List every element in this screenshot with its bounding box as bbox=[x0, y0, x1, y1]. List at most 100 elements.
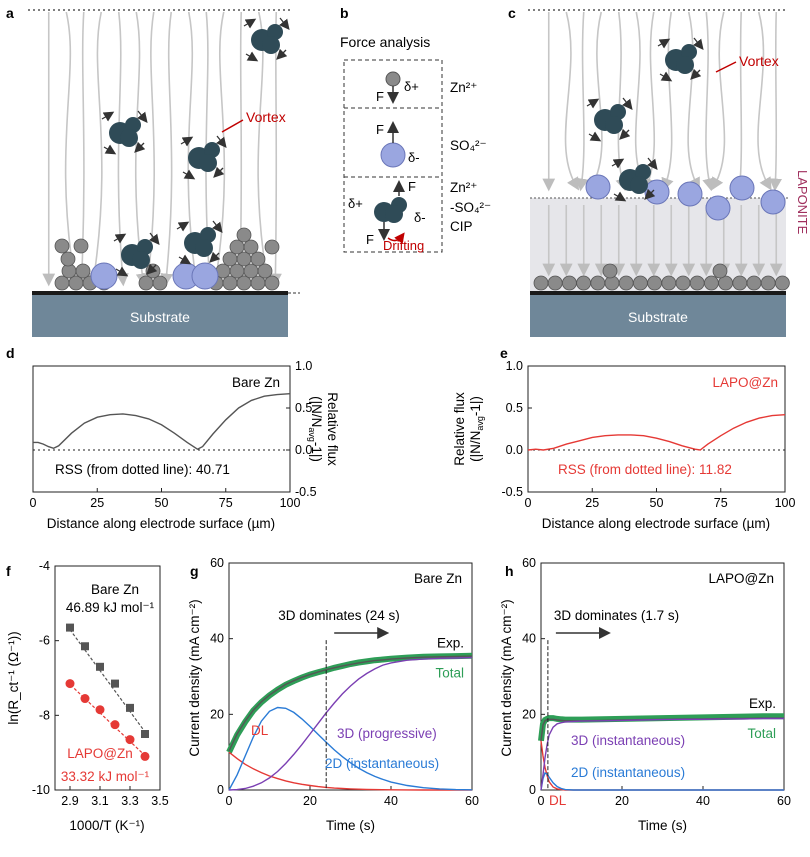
ion-pair-lobe bbox=[676, 56, 694, 74]
solvated-ion-pair bbox=[611, 157, 658, 202]
x-tick-label: 40 bbox=[384, 794, 398, 808]
panel-b-title: Force analysis bbox=[340, 34, 430, 50]
vortex-arrow bbox=[657, 38, 671, 49]
data-point-lapo-zn bbox=[140, 751, 150, 761]
x-tick-label: 0 bbox=[30, 496, 37, 510]
zn-atom bbox=[704, 275, 719, 291]
y-tick-label: 1.0 bbox=[506, 359, 523, 373]
zn-atom bbox=[760, 275, 776, 291]
data-point-lapo-zn bbox=[95, 705, 105, 715]
panel-h-letter: h bbox=[505, 563, 514, 579]
zn-atom bbox=[732, 275, 748, 291]
ion-pair-lobe bbox=[262, 36, 280, 54]
zn-atom bbox=[576, 275, 591, 291]
label-bare-zn: Bare Zn bbox=[91, 582, 139, 597]
panel-c-flux-line bbox=[661, 11, 674, 192]
ion-pair-lobe bbox=[195, 239, 213, 257]
x-tick-label: 100 bbox=[280, 496, 301, 510]
data-point-lapo-zn bbox=[80, 694, 90, 704]
zn-atom bbox=[533, 275, 549, 291]
x-tick-label: 3.1 bbox=[91, 794, 108, 808]
panel-a-letter: a bbox=[6, 5, 14, 21]
vortex-arrow bbox=[146, 263, 158, 275]
panel-c-flux-line bbox=[575, 11, 589, 192]
panel-c-solvated-ions bbox=[585, 37, 786, 221]
data-point-lapo-zn bbox=[65, 679, 75, 689]
panel-b-so4-ion bbox=[380, 142, 406, 168]
x-axis-title: Time (s) bbox=[326, 818, 375, 833]
vortex-arrow bbox=[149, 232, 160, 246]
x-tick-label: 0 bbox=[538, 794, 545, 808]
zn-atom bbox=[60, 251, 76, 267]
y-tick-label: -6 bbox=[39, 634, 50, 648]
zn-atom bbox=[222, 251, 238, 267]
panel-a-vortex-pointer bbox=[221, 119, 244, 133]
panel-a-flux-line bbox=[64, 11, 80, 287]
x-tick-label: 50 bbox=[155, 496, 169, 510]
panel-c-substrate bbox=[530, 295, 786, 337]
panel-c-flux-line bbox=[757, 11, 772, 191]
x-tick-label: 75 bbox=[219, 496, 233, 510]
zn-atom bbox=[746, 275, 762, 291]
panel-b-drift-arrow bbox=[387, 232, 405, 244]
y-tick-label: 1.0 bbox=[295, 359, 312, 373]
vortex-arrow bbox=[103, 144, 117, 155]
vortex-arrow bbox=[216, 135, 227, 149]
vortex-arrow bbox=[690, 68, 702, 80]
legend-exp: Exp. bbox=[749, 696, 776, 711]
vortex-arrow bbox=[180, 136, 194, 147]
panel-b-cip-line1: Zn²⁺ bbox=[450, 180, 477, 195]
curve-3d-instantaneous bbox=[540, 717, 784, 791]
ion-pair-lobe bbox=[605, 116, 623, 134]
curve-total bbox=[228, 655, 473, 752]
vortex-arrow bbox=[213, 166, 225, 178]
data-point-lapo-zn bbox=[125, 735, 135, 745]
panel-d-letter: d bbox=[6, 345, 15, 361]
panel-c-letter: c bbox=[508, 5, 516, 21]
chart-h-lapo-zn-chronoamperometry: h 0 20 40 60 0 20 40 60 3D dominates (1.7 s) Exp. T… bbox=[499, 556, 791, 833]
panel-e-letter: e bbox=[500, 345, 508, 361]
vortex-arrow bbox=[586, 98, 600, 109]
data-point-bare-zn bbox=[141, 730, 149, 738]
zn-atom bbox=[236, 227, 252, 243]
panel-b-force-analysis: b Force analysis F δ+ Zn²⁺ F δ- SO₄²⁻ F … bbox=[340, 5, 491, 253]
panel-a-vortex-label: Vortex bbox=[246, 109, 286, 125]
ion-pair-lobe bbox=[199, 154, 217, 172]
solvated-ion-pair bbox=[243, 17, 290, 62]
panel-b-so4-label: SO₄²⁻ bbox=[450, 138, 487, 153]
vortex-arrow bbox=[134, 141, 146, 153]
plot-frame bbox=[540, 562, 785, 791]
zn-atom bbox=[54, 275, 70, 291]
zn-atom bbox=[229, 239, 245, 255]
panel-c-flux-line bbox=[589, 11, 603, 191]
data-point-bare-zn bbox=[66, 623, 74, 632]
vortex-arrow bbox=[276, 48, 288, 60]
solvated-ion-pair bbox=[176, 220, 223, 265]
panel-b-zn-delta: δ+ bbox=[404, 79, 419, 94]
curve-dl bbox=[228, 751, 472, 791]
panel-a-flux-line bbox=[187, 11, 202, 287]
panel-b-frame bbox=[343, 59, 443, 253]
energy-bare-zn: 46.89 kJ mol⁻¹ bbox=[66, 600, 155, 615]
panel-c-electrode-surface bbox=[530, 291, 786, 295]
rss-label: RSS (from dotted line): 40.71 bbox=[55, 462, 230, 477]
legend-3d: 3D (instantaneous) bbox=[571, 733, 685, 748]
x-tick-label: 0 bbox=[226, 794, 233, 808]
panel-b-zn-force-f: F bbox=[376, 89, 384, 104]
sulfate-anion bbox=[644, 179, 670, 205]
x-tick-label: 50 bbox=[650, 496, 664, 510]
panel-b-cip-line3: CIP bbox=[450, 219, 473, 234]
zn-atom bbox=[257, 263, 273, 279]
zn-atom bbox=[590, 275, 606, 291]
y-tick-label: 40 bbox=[522, 632, 536, 646]
x-tick-label: 0 bbox=[525, 496, 532, 510]
zn-atom bbox=[236, 275, 252, 291]
sulfate-anion bbox=[677, 181, 703, 207]
sulfate-anion bbox=[705, 195, 731, 221]
legend-dl: DL bbox=[251, 723, 269, 738]
panel-c-flux-line bbox=[634, 11, 647, 191]
y-tick-label: 0 bbox=[217, 783, 224, 797]
y-tick-label: 0.0 bbox=[506, 443, 523, 457]
vortex-arrow bbox=[178, 254, 192, 265]
data-point-lapo-zn bbox=[110, 720, 120, 730]
